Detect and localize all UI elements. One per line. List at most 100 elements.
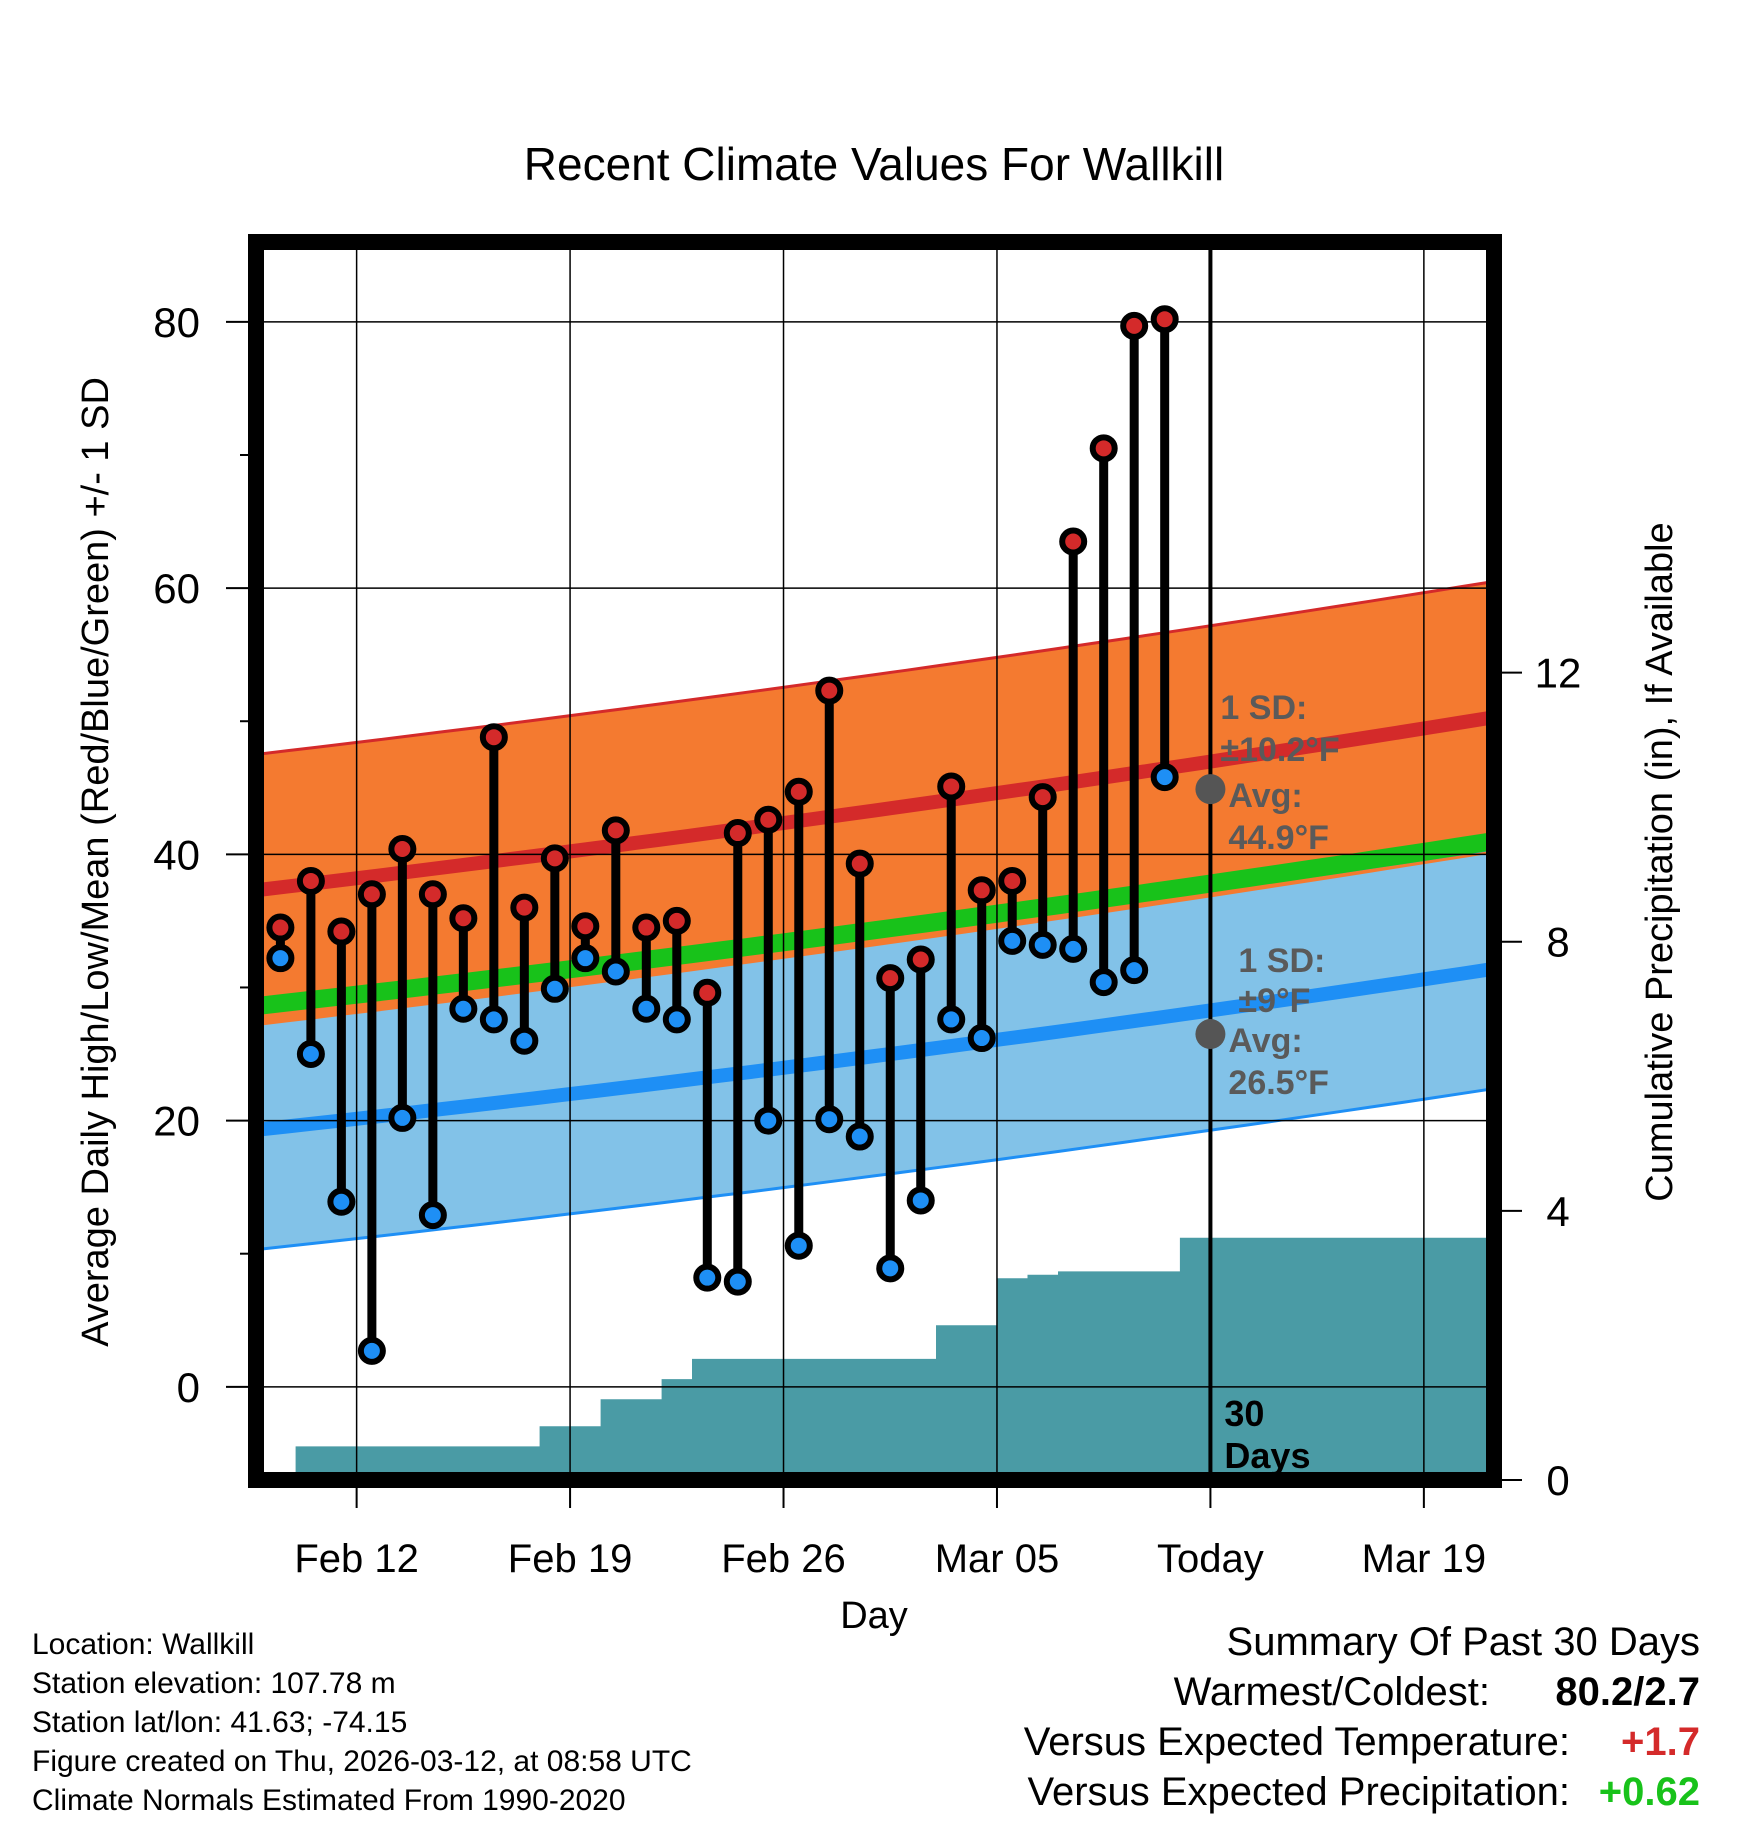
warmest-coldest-label: Warmest/Coldest: bbox=[1173, 1670, 1490, 1714]
daily-high-point bbox=[876, 964, 905, 993]
daily-low-point bbox=[1150, 763, 1179, 792]
normals-text: Climate Normals Estimated From 1990-2020 bbox=[32, 1784, 626, 1817]
high-band-upper-edge bbox=[262, 580, 1488, 756]
daily-low-point bbox=[540, 974, 569, 1003]
daily-low-point bbox=[1028, 930, 1057, 959]
days-label: 30 Days bbox=[1224, 1393, 1310, 1476]
daily-low-point bbox=[510, 1026, 539, 1055]
daily-high-point bbox=[754, 805, 783, 834]
daily-high-point bbox=[418, 880, 447, 909]
daily-low-point bbox=[571, 944, 600, 973]
expected-precip-value: +0.62 bbox=[1598, 1770, 1700, 1814]
daily-low-point bbox=[601, 957, 630, 986]
low-sd-value: ±9°F bbox=[1238, 982, 1310, 1020]
daily-high-point bbox=[693, 978, 722, 1007]
daily-high-point bbox=[601, 816, 630, 845]
x-tick-label: Feb 26 bbox=[721, 1537, 846, 1581]
normal-high-line bbox=[262, 711, 1488, 897]
daily-high-point bbox=[540, 844, 569, 873]
daily-high-point bbox=[937, 772, 966, 801]
low-avg-value: 26.5°F bbox=[1228, 1064, 1329, 1102]
daily-high-point bbox=[479, 723, 508, 752]
high-sd-label: 1 SD: bbox=[1220, 689, 1307, 727]
daily-low-point bbox=[1089, 968, 1118, 997]
daily-high-point bbox=[449, 904, 478, 933]
expected-precip-label: Versus Expected Precipitation: bbox=[1027, 1770, 1570, 1814]
y-tick-label: 0 bbox=[177, 1364, 200, 1411]
y2-tick-label: 12 bbox=[1535, 650, 1582, 697]
daily-low-point bbox=[357, 1336, 386, 1365]
daily-low-point bbox=[1059, 934, 1088, 963]
latlon-text: Station lat/lon: 41.63; -74.15 bbox=[32, 1706, 408, 1739]
daily-high-point bbox=[388, 835, 417, 864]
daily-high-point bbox=[906, 945, 935, 974]
daily-high-point bbox=[632, 913, 661, 942]
daily-high-point bbox=[1059, 527, 1088, 556]
expected-temp-label: Versus Expected Temperature: bbox=[1023, 1720, 1570, 1764]
daily-low-point bbox=[876, 1254, 905, 1283]
precip-area bbox=[295, 1237, 1488, 1474]
daily-low-point bbox=[998, 926, 1027, 955]
daily-high-point bbox=[266, 913, 295, 942]
high-sd-value: ±10.2°F bbox=[1220, 731, 1339, 769]
y2-tick-label: 4 bbox=[1546, 1188, 1569, 1235]
low-avg-label: Avg: bbox=[1228, 1022, 1302, 1060]
expected-temp-value: +1.7 bbox=[1621, 1720, 1700, 1764]
daily-low-point bbox=[784, 1231, 813, 1260]
y2-tick-label: 0 bbox=[1546, 1457, 1569, 1504]
daily-low-point bbox=[266, 944, 295, 973]
daily-low-point bbox=[754, 1106, 783, 1135]
daily-high-point bbox=[1028, 783, 1057, 812]
y2-tick-label: 8 bbox=[1546, 919, 1569, 966]
daily-low-point bbox=[1120, 956, 1149, 985]
daily-low-point bbox=[815, 1105, 844, 1134]
x-tick-label: Mar 05 bbox=[935, 1537, 1060, 1581]
daily-low-point bbox=[662, 1005, 691, 1034]
today-low-avg-marker bbox=[1195, 1019, 1226, 1050]
x-tick-label: Mar 19 bbox=[1362, 1537, 1487, 1581]
y-tick-label: 20 bbox=[153, 1098, 200, 1145]
daily-low-point bbox=[418, 1201, 447, 1230]
daily-high-point bbox=[662, 906, 691, 935]
daily-low-point bbox=[327, 1187, 356, 1216]
x-tick-label: Feb 19 bbox=[508, 1537, 633, 1581]
warmest-coldest-value: 80.2/2.7 bbox=[1555, 1670, 1700, 1714]
elevation-text: Station elevation: 107.78 m bbox=[32, 1667, 396, 1700]
normal-low-line bbox=[262, 962, 1488, 1137]
summary-title: Summary Of Past 30 Days bbox=[1226, 1620, 1700, 1664]
daily-high-point bbox=[510, 893, 539, 922]
location-text: Location: Wallkill bbox=[32, 1628, 255, 1661]
daily-high-point bbox=[998, 866, 1027, 895]
daily-high-point bbox=[571, 912, 600, 941]
chart-title: Recent Climate Values For Wallkill bbox=[524, 138, 1224, 190]
daily-low-point bbox=[388, 1103, 417, 1132]
daily-low-point bbox=[693, 1263, 722, 1292]
y2-axis-label: Cumulative Precipitation (in), If Availa… bbox=[1639, 522, 1681, 1201]
created-text: Figure created on Thu, 2026-03-12, at 08… bbox=[32, 1745, 692, 1778]
daily-high-point bbox=[784, 777, 813, 806]
high-avg-label: Avg: bbox=[1228, 777, 1302, 815]
daily-high-point bbox=[296, 866, 325, 895]
daily-low-point bbox=[449, 994, 478, 1023]
y-tick-label: 80 bbox=[153, 299, 200, 346]
plot-frame bbox=[248, 234, 1502, 1488]
y-tick-label: 40 bbox=[153, 831, 200, 878]
daily-low-point bbox=[632, 994, 661, 1023]
y-axis-label: Average Daily High/Low/Mean (Red/Blue/Gr… bbox=[75, 377, 117, 1347]
low-band-lower-edge bbox=[262, 1087, 1488, 1251]
x-tick-label: Today bbox=[1157, 1537, 1264, 1581]
daily-low-point bbox=[479, 1005, 508, 1034]
daily-high-point bbox=[967, 876, 996, 905]
daily-low-point bbox=[967, 1024, 996, 1053]
x-tick-label: Feb 12 bbox=[294, 1537, 419, 1581]
daily-high-point bbox=[357, 880, 386, 909]
daily-low-point bbox=[845, 1122, 874, 1151]
low-sd-label: 1 SD: bbox=[1238, 942, 1325, 980]
daily-low-point bbox=[296, 1040, 325, 1069]
daily-high-point bbox=[327, 917, 356, 946]
station-info: Location: Wallkill Station elevation: 10… bbox=[32, 1625, 692, 1820]
y-tick-label: 60 bbox=[153, 565, 200, 612]
daily-high-point bbox=[1120, 311, 1149, 340]
daily-low-point bbox=[906, 1186, 935, 1215]
